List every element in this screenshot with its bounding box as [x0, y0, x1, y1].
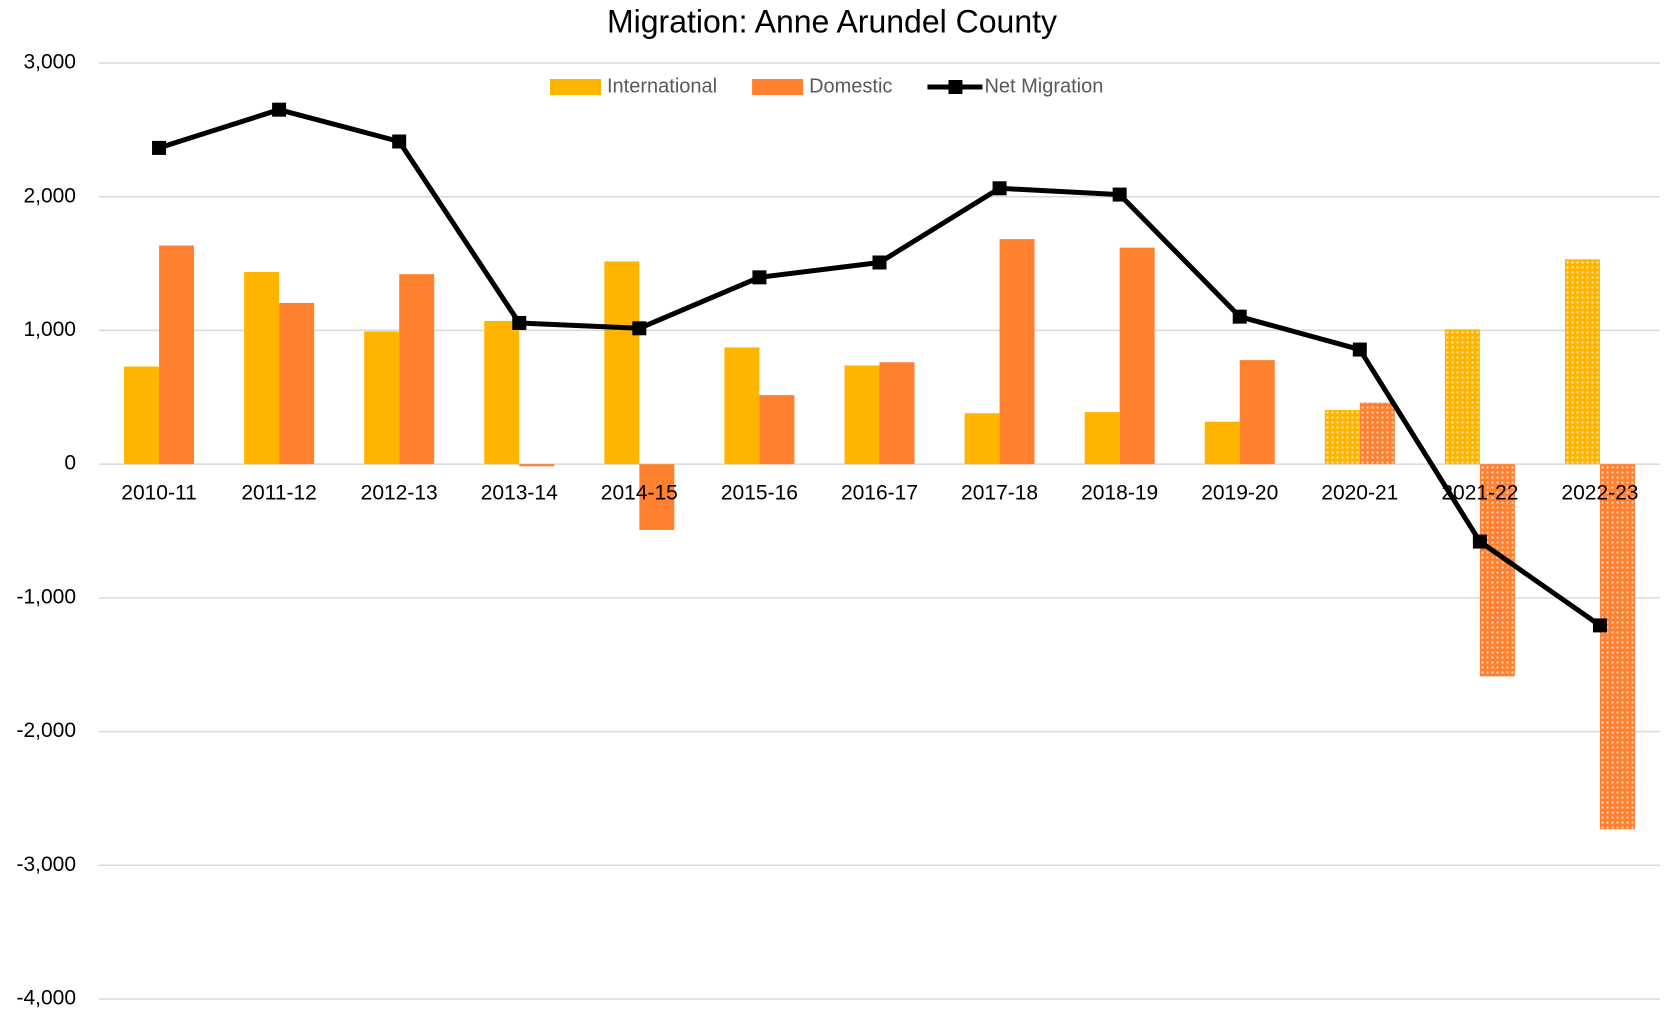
bar — [364, 331, 400, 465]
bar — [1119, 247, 1155, 465]
legend-marker — [948, 80, 963, 94]
bar — [244, 271, 280, 465]
line-marker — [1592, 618, 1607, 633]
x-tick-label: 2017-18 — [961, 482, 1038, 505]
line-marker — [1232, 309, 1247, 324]
bar — [159, 245, 195, 465]
chart-title: Migration: Anne Arundel County — [607, 3, 1057, 39]
legend-label: Domestic — [809, 75, 892, 97]
line-marker — [1472, 534, 1487, 549]
y-tick-label: 3,000 — [23, 51, 76, 74]
bar — [1324, 409, 1360, 465]
x-tick-label: 2015-16 — [721, 482, 798, 505]
line-marker — [152, 140, 167, 155]
line-marker — [632, 321, 647, 336]
bar — [519, 464, 555, 467]
x-tick-label: 2013-14 — [481, 482, 558, 505]
bar — [724, 347, 760, 465]
bar — [1444, 329, 1480, 465]
line-marker — [1352, 342, 1367, 357]
legend-swatch — [550, 79, 601, 95]
line-marker — [512, 315, 527, 330]
bar — [1084, 412, 1120, 465]
line-marker — [752, 270, 767, 285]
bar — [844, 365, 880, 465]
bar — [999, 239, 1035, 465]
y-tick-label: -2,000 — [16, 719, 76, 742]
bar — [1204, 421, 1240, 465]
bar — [964, 413, 1000, 465]
bar — [604, 261, 640, 465]
bar — [879, 362, 915, 465]
x-tick-label: 2018-19 — [1081, 482, 1158, 505]
x-tick-label: 2020-21 — [1321, 482, 1398, 505]
y-tick-label: -1,000 — [16, 585, 76, 608]
bar — [1359, 402, 1395, 465]
line-marker — [872, 255, 887, 270]
line-marker — [992, 181, 1007, 196]
line-marker — [272, 102, 287, 117]
x-tick-label: 2021-22 — [1441, 482, 1518, 505]
x-tick-label: 2014-15 — [601, 482, 678, 505]
bar — [1239, 360, 1275, 465]
x-tick-label: 2012-13 — [361, 482, 438, 505]
bar — [639, 464, 675, 530]
y-tick-label: -3,000 — [16, 853, 76, 876]
y-tick-label: 0 — [64, 452, 76, 475]
line-marker — [1112, 187, 1127, 202]
y-tick-label: 1,000 — [23, 318, 76, 341]
bar — [1599, 464, 1635, 830]
bar — [484, 320, 520, 465]
bar — [124, 366, 160, 465]
x-tick-label: 2022-23 — [1561, 482, 1638, 505]
bar — [1479, 464, 1515, 677]
line-marker — [392, 134, 407, 149]
x-tick-label: 2010-11 — [121, 482, 197, 505]
bar — [279, 302, 315, 465]
x-tick-label: 2011-12 — [241, 482, 317, 505]
legend-label: International — [607, 75, 717, 97]
y-tick-label: -4,000 — [16, 987, 76, 1010]
legend-swatch — [752, 79, 804, 95]
legend-label: Net Migration — [984, 75, 1103, 97]
bar — [399, 274, 435, 465]
bar — [759, 395, 795, 465]
x-tick-label: 2016-17 — [841, 482, 918, 505]
bar — [1564, 259, 1600, 465]
y-tick-label: 2,000 — [23, 184, 76, 207]
x-tick-label: 2019-20 — [1201, 482, 1278, 505]
